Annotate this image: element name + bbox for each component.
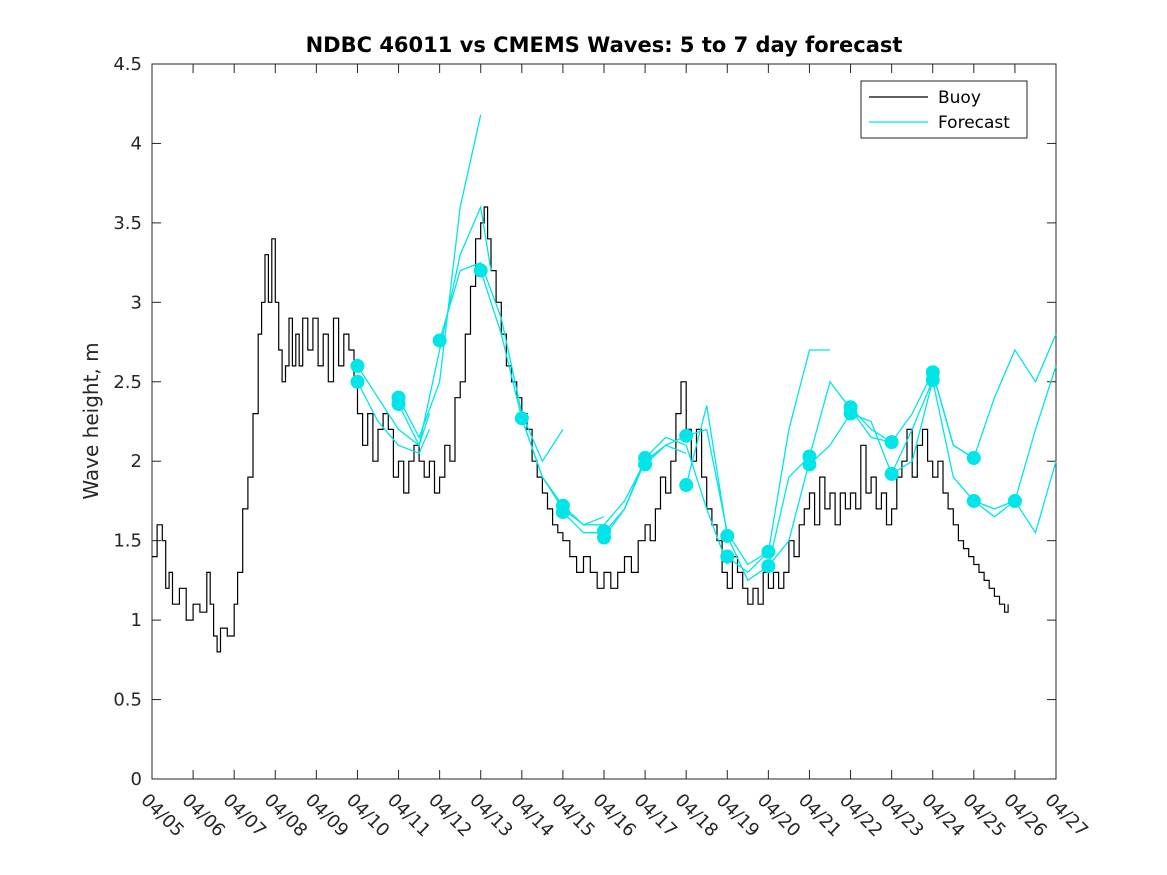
y-tick-label: 3.5 bbox=[113, 213, 142, 234]
forecast-run-line bbox=[809, 379, 934, 476]
x-tick-label: 04/24 bbox=[917, 790, 969, 842]
legend-label-buoy: Buoy bbox=[938, 88, 981, 108]
forecast-marker bbox=[1007, 493, 1022, 508]
forecast-run-line bbox=[932, 333, 1057, 459]
legend-box bbox=[860, 80, 1028, 139]
forecast-marker bbox=[350, 358, 365, 373]
forecast-run-line bbox=[1014, 461, 1057, 535]
y-axis-ticks: 0 0.5 1 1.5 2 2.5 3 3.5 4 4.5 bbox=[113, 54, 1056, 790]
x-tick-label: 04/25 bbox=[958, 790, 1010, 842]
forecast-marker bbox=[720, 549, 735, 564]
x-tick-label: 04/26 bbox=[999, 790, 1051, 842]
y-tick-label: 4 bbox=[131, 133, 142, 154]
forecast-marker bbox=[884, 435, 899, 450]
y-tick-label: 2 bbox=[131, 451, 142, 472]
forecast-marker bbox=[679, 478, 694, 493]
x-tick-label: 04/11 bbox=[383, 790, 435, 842]
forecast-marker bbox=[761, 544, 776, 559]
x-tick-label: 04/27 bbox=[1040, 790, 1092, 842]
plot-area-frame bbox=[151, 63, 1057, 780]
x-tick-label: 04/13 bbox=[465, 790, 517, 842]
x-tick-label: 04/14 bbox=[506, 790, 558, 842]
x-tick-label: 04/21 bbox=[794, 790, 846, 842]
forecast-run-line bbox=[521, 418, 646, 526]
x-tick-label: 04/10 bbox=[342, 790, 394, 842]
x-tick-label: 04/22 bbox=[835, 790, 887, 842]
forecast-marker bbox=[884, 466, 899, 481]
forecast-run-line bbox=[767, 380, 892, 567]
forecast-run-line bbox=[726, 349, 830, 574]
forecast-run-line bbox=[397, 204, 492, 448]
forecast-marker bbox=[843, 406, 858, 421]
forecast-marker bbox=[761, 559, 776, 574]
forecast-run-line bbox=[685, 405, 811, 582]
x-tick-label: 04/15 bbox=[547, 790, 599, 842]
forecast-marker bbox=[802, 457, 817, 472]
x-tick-label: 04/19 bbox=[712, 790, 764, 842]
forecast-marker bbox=[473, 263, 488, 278]
x-tick-label: 04/07 bbox=[219, 790, 271, 842]
forecast-marker bbox=[966, 451, 981, 466]
y-tick-label: 0.5 bbox=[113, 690, 142, 711]
x-tick-label: 04/06 bbox=[178, 790, 230, 842]
forecast-marker bbox=[966, 493, 981, 508]
axes-box bbox=[151, 63, 1057, 780]
forecast-marker bbox=[555, 505, 570, 520]
y-tick-label: 3 bbox=[131, 292, 142, 313]
forecast-run-line bbox=[562, 444, 687, 534]
forecast-marker bbox=[638, 457, 653, 472]
forecast-run-line bbox=[356, 381, 430, 455]
y-axis-label: Wave height, m bbox=[79, 342, 103, 499]
x-tick-label: 04/16 bbox=[588, 790, 640, 842]
y-tick-label: 4.5 bbox=[113, 54, 142, 75]
forecast-marker bbox=[597, 530, 611, 545]
x-tick-label: 04/20 bbox=[753, 790, 805, 842]
forecast-marker bbox=[925, 373, 940, 388]
x-tick-label: 04/05 bbox=[136, 790, 188, 842]
x-tick-label: 04/17 bbox=[630, 790, 682, 842]
y-tick-label: 1.5 bbox=[113, 531, 142, 552]
buoy-series-layer bbox=[152, 206, 1009, 653]
forecast-run-line bbox=[356, 365, 431, 447]
buoy-series-line bbox=[152, 206, 1009, 653]
chart-title: NDBC 46011 vs CMEMS Waves: 5 to 7 day fo… bbox=[306, 33, 903, 57]
x-tick-label: 04/23 bbox=[876, 790, 928, 842]
forecast-marker bbox=[720, 528, 735, 543]
y-tick-label: 1 bbox=[131, 610, 142, 631]
x-tick-label: 04/18 bbox=[671, 790, 723, 842]
x-tick-label: 04/08 bbox=[260, 790, 312, 842]
forecast-run-line bbox=[397, 114, 482, 440]
forecast-marker bbox=[514, 411, 529, 426]
y-tick-label: 0 bbox=[131, 769, 142, 790]
y-tick-label: 2.5 bbox=[113, 372, 142, 393]
x-tick-label: 04/09 bbox=[301, 790, 353, 842]
forecast-run-line bbox=[603, 436, 728, 565]
forecast-series-layer bbox=[356, 114, 1057, 582]
legend-label-forecast: Forecast bbox=[938, 113, 1010, 133]
forecast-marker bbox=[432, 333, 447, 348]
forecast-run-line bbox=[644, 428, 769, 566]
forecast-marker bbox=[350, 374, 365, 389]
forecast-markers-layer bbox=[350, 263, 1022, 574]
forecast-run-line bbox=[891, 380, 1016, 510]
forecast-run-line bbox=[438, 261, 564, 463]
forecast-marker bbox=[679, 428, 694, 443]
forecast-marker bbox=[391, 397, 406, 412]
x-tick-label: 04/12 bbox=[424, 790, 476, 842]
legend: Buoy Forecast bbox=[860, 80, 1028, 139]
